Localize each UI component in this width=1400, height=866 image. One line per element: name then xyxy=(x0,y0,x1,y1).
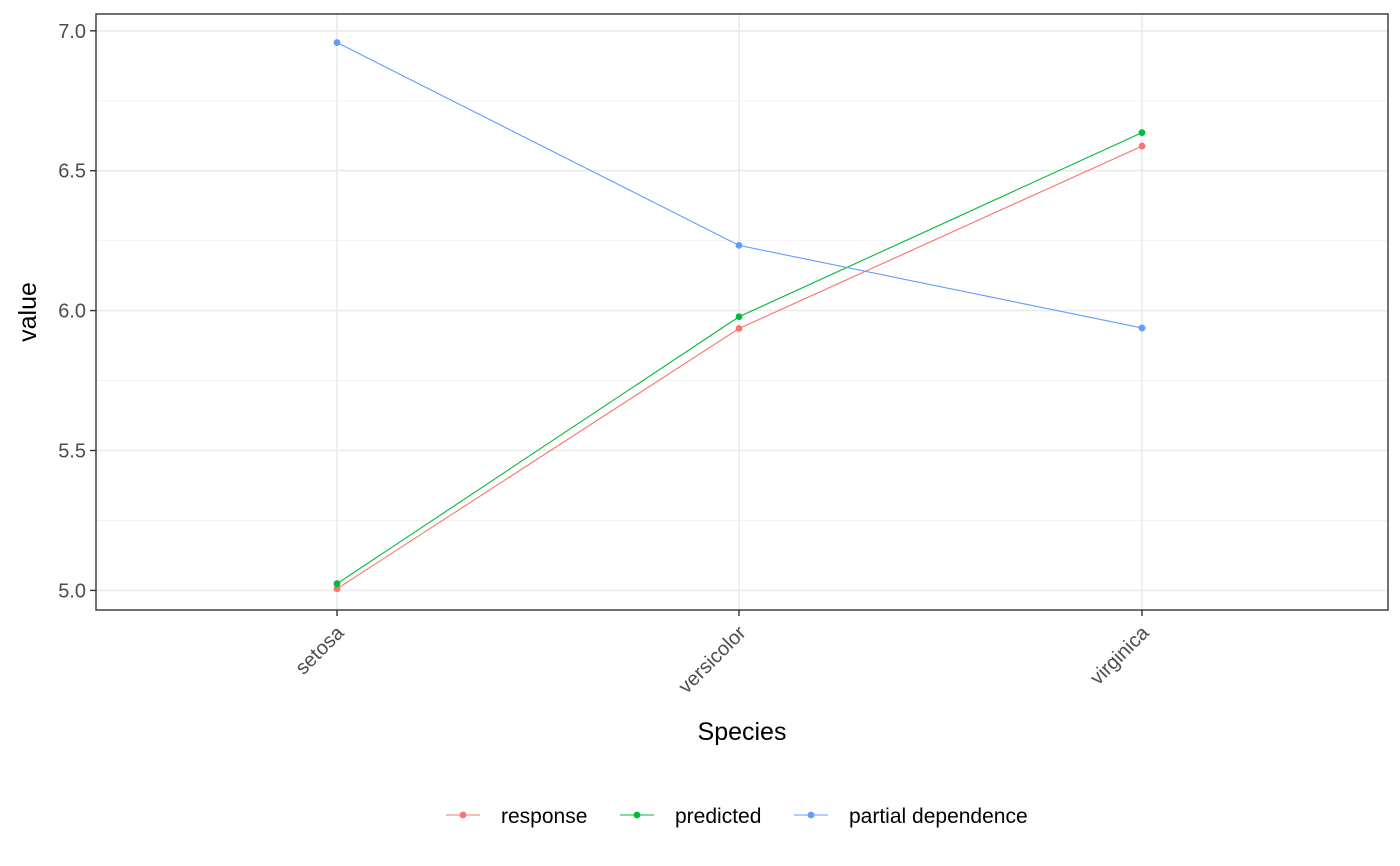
data-point-predicted xyxy=(735,313,743,321)
data-point-partial-dependence xyxy=(1138,324,1146,332)
data-point-response xyxy=(333,585,341,593)
legend-label-partial-dependence: partial dependence xyxy=(849,805,1028,828)
legend-key-point xyxy=(633,811,641,819)
legend-label-response: response xyxy=(501,805,587,828)
y-axis-title: value xyxy=(14,282,42,342)
data-point-response xyxy=(735,325,743,332)
legend-key-point xyxy=(459,811,467,819)
y-tick-label: 5.5 xyxy=(58,441,86,463)
data-point-response xyxy=(1138,142,1146,150)
grid-lines xyxy=(96,14,1388,610)
legend-item-response: response xyxy=(446,805,587,828)
data-point-partial-dependence xyxy=(333,39,341,46)
data-point-partial-dependence xyxy=(735,242,743,249)
y-tick-label: 5.0 xyxy=(58,580,86,602)
legend-item-partial-dependence: partial dependence xyxy=(794,805,1028,828)
series-lines xyxy=(333,39,1146,593)
y-tick-label: 6.0 xyxy=(58,301,86,323)
legend-key-point xyxy=(807,811,815,819)
legend: response predicted partial dependence xyxy=(446,805,1028,828)
data-point-predicted xyxy=(1138,129,1146,137)
plot-panel-border xyxy=(95,13,1389,611)
data-point-predicted xyxy=(333,580,341,588)
x-axis-title: Species xyxy=(698,718,787,746)
y-tick-label: 7.0 xyxy=(58,21,86,43)
y-tick-label: 6.5 xyxy=(58,161,86,183)
legend-label-predicted: predicted xyxy=(675,805,761,828)
legend-item-predicted: predicted xyxy=(620,805,761,828)
